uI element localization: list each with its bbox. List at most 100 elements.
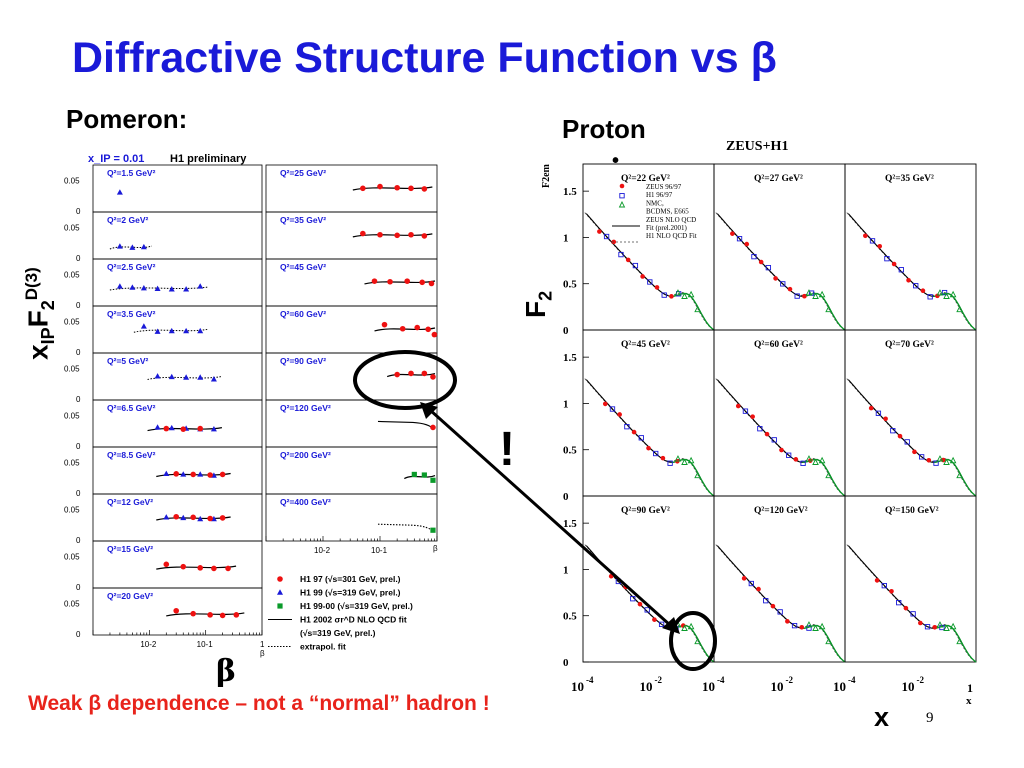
h1-point: [913, 283, 919, 289]
panel-q2-label: Q²=8.5 GeV²: [107, 450, 156, 460]
data-point: [360, 230, 366, 237]
panel-q2-label: Q²=2 GeV²: [107, 215, 149, 225]
fit-curve: [377, 420, 435, 430]
data-point: [154, 373, 161, 379]
data-point: [129, 244, 136, 250]
f2-ytick-label: 0.5: [563, 611, 577, 623]
ytick-label: 0: [76, 536, 81, 545]
ytick-label: 0: [76, 583, 81, 592]
zeus-fit-curve: [716, 213, 844, 329]
h1-point: [924, 624, 931, 630]
f2-legend-entry: ZEUS NLO QCD: [646, 216, 696, 224]
nmc-point: [674, 455, 682, 462]
nmc-point: [943, 292, 950, 299]
panel-q2-label: Q²=20 GeV²: [107, 591, 153, 601]
highlight-ellipse-left: [353, 350, 457, 410]
f2-panel-frame: [844, 329, 977, 497]
h1-point: [742, 408, 749, 414]
h1-point: [757, 426, 763, 432]
data-point: [163, 514, 170, 520]
data-point: [207, 612, 213, 618]
nmc-fit-curve: [802, 292, 846, 331]
panel-q2-label: Q²=120 GeV²: [280, 403, 331, 413]
h1-point: [941, 289, 948, 296]
data-point: [197, 283, 204, 289]
nmc-point: [805, 289, 813, 296]
zeus-fit-curve: [716, 545, 844, 661]
h1-point: [751, 253, 757, 260]
f2-legend-marker: [618, 200, 626, 208]
zeus-point: [646, 445, 651, 451]
beta-axis-label: β: [216, 654, 236, 689]
zeus-fit-curve: [716, 379, 844, 495]
h1-point: [918, 454, 925, 460]
data-point: [381, 321, 388, 328]
legend-entry: H1 97 (√s=301 GeV, prel.): [300, 574, 401, 584]
data-point: [116, 243, 123, 249]
ytick-label: 0.05: [64, 506, 80, 515]
ytick-label: 0.05: [64, 271, 80, 280]
proton-label: Proton: [562, 114, 646, 144]
zeus-fit-curve: [847, 213, 975, 329]
data-point: [140, 323, 147, 329]
panel-q2-label: Q²=25 GeV²: [280, 168, 326, 178]
nmc-point: [674, 289, 682, 296]
f2-panel-q2-label: Q²=70 GeV²: [885, 340, 934, 350]
f2-panel-q2-label: Q²=150 GeV²: [885, 506, 939, 516]
f2-panel-q2-label: Q²=120 GeV²: [754, 506, 808, 516]
h1-point: [763, 598, 769, 604]
nmc-point: [936, 455, 944, 462]
x-axis-beta-small: β: [433, 544, 438, 553]
ytick-label: 0: [76, 630, 81, 639]
data-point: [116, 189, 123, 195]
zeus-point: [779, 447, 784, 453]
x-tick-label: 1: [260, 640, 265, 649]
zeus-point: [631, 429, 637, 435]
nmc-point: [825, 471, 832, 479]
nmc-point: [687, 456, 695, 464]
data-point: [168, 327, 175, 334]
zeus-point: [773, 276, 778, 281]
ytick-label: 0: [76, 301, 81, 310]
h1-point: [638, 435, 644, 441]
f2-x-small: x: [966, 695, 972, 707]
xip-label: x_IP = 0.01: [88, 153, 144, 165]
data-point: [430, 477, 436, 483]
ytick-label: 0: [76, 489, 81, 498]
h1-point: [661, 292, 667, 298]
h1-point: [890, 428, 896, 434]
zeus-fit-curve: [585, 545, 713, 661]
data-point: [211, 565, 217, 572]
slide-title: Diffractive Structure Function vs β: [72, 34, 777, 82]
data-point: [210, 376, 217, 382]
nmc-point: [956, 637, 963, 645]
panel-frame: [265, 493, 438, 542]
panel-q2-label: Q²=15 GeV²: [107, 544, 153, 554]
data-point: [154, 328, 161, 334]
data-point: [197, 515, 204, 522]
f2-legend-entry: Fit (prel.2001): [646, 224, 687, 232]
data-point: [377, 231, 383, 238]
zeus-point: [637, 601, 643, 607]
data-point: [180, 563, 187, 570]
nmc-fit-curve: [933, 624, 977, 663]
legend-entry: (√s=319 GeV, prel.): [300, 628, 376, 638]
h1-point: [667, 460, 673, 466]
f2-ytick-label: 1: [563, 564, 569, 576]
nmc-point: [805, 455, 813, 462]
ytick-label: 0: [76, 254, 81, 263]
data-point: [233, 612, 240, 618]
data-point: [430, 527, 436, 533]
panel-q2-label: Q²=1.5 GeV²: [107, 168, 156, 178]
data-point: [116, 283, 123, 289]
zeus-point: [744, 241, 750, 247]
h1-fit-curve: [846, 544, 973, 660]
panel-q2-label: Q²=90 GeV²: [280, 356, 326, 366]
data-point: [425, 326, 431, 333]
panel-q2-label: Q²=2.5 GeV²: [107, 262, 156, 272]
data-point: [207, 515, 213, 522]
data-point: [408, 185, 414, 192]
zeus-point: [787, 286, 793, 292]
panel-q2-label: Q²=35 GeV²: [280, 215, 326, 225]
ytick-label: 0.05: [64, 412, 80, 421]
